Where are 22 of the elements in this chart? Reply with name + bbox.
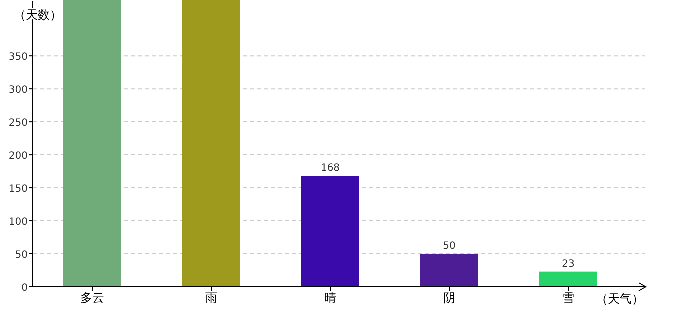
data-label: 23 xyxy=(562,258,575,270)
bar xyxy=(182,0,240,287)
y-tick-label: 100 xyxy=(8,217,28,228)
y-tick-label: 250 xyxy=(8,118,28,130)
x-tick-label: 雪 xyxy=(562,291,574,305)
bar xyxy=(302,176,360,287)
y-tick-label: 200 xyxy=(8,151,28,162)
x-tick-label: 晴 xyxy=(324,291,336,305)
data-label: 50 xyxy=(443,241,456,252)
y-tick-label: 150 xyxy=(8,184,28,196)
x-tick-label: 雨 xyxy=(206,291,218,305)
x-tick-label: 多云 xyxy=(80,291,104,305)
bar xyxy=(540,272,598,287)
y-tick-label: 350 xyxy=(8,52,28,64)
y-tick-label: 300 xyxy=(8,85,28,96)
bar xyxy=(64,0,122,287)
data-label: 168 xyxy=(320,163,340,174)
x-tick-label: 阴 xyxy=(444,291,456,305)
x-axis-title: （天气） xyxy=(596,292,644,306)
y-tick-label: 50 xyxy=(15,250,28,262)
bar xyxy=(420,254,478,287)
y-tick-label: 0 xyxy=(22,283,28,294)
